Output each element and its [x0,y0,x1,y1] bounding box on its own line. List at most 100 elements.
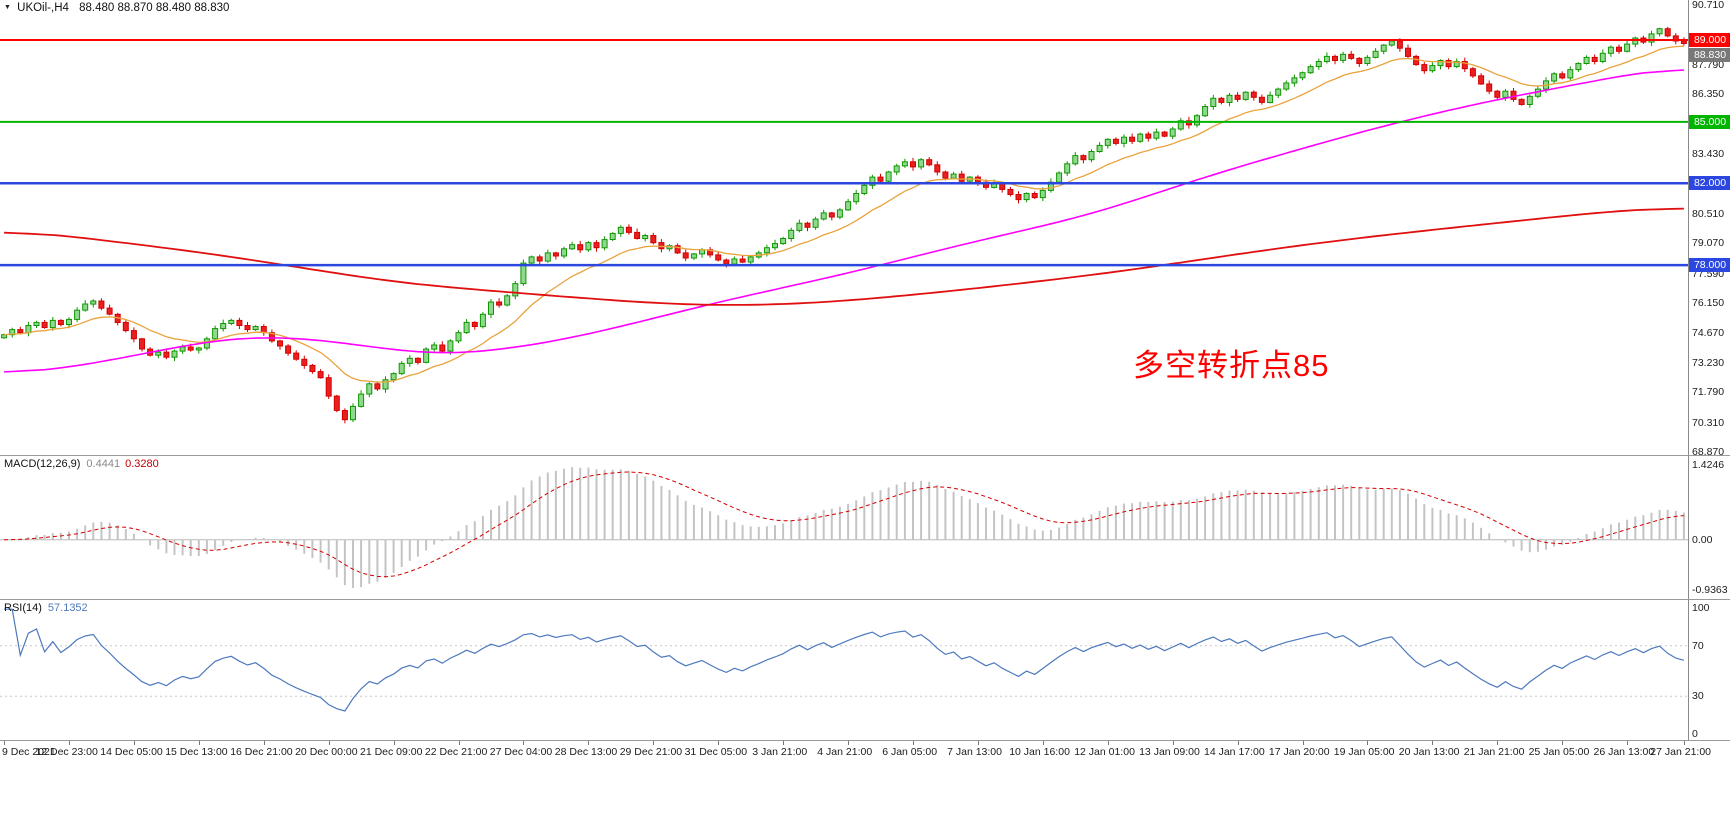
time-axis-tick [653,741,655,745]
macd-indicator-canvas[interactable] [0,456,1688,599]
price-line-tag: 82.000 [1689,176,1730,191]
rsi-axis-label: 30 [1692,690,1704,703]
time-axis-label: 10 Jan 16:00 [1009,746,1070,758]
time-axis-tick [1367,741,1369,745]
time-axis-label: 15 Dec 13:00 [165,746,228,758]
macd-axis-label: 0.00 [1692,533,1713,546]
price-axis[interactable]: 90.710 87.790 86.350 83.430 80.510 79.070 77.5… [1688,0,1730,741]
rsi-indicator-canvas[interactable] [0,600,1688,740]
time-axis-tick [133,741,135,745]
ohlc-values: 88.480 88.870 88.480 88.830 [79,2,230,14]
time-axis-label: 4 Jan 21:00 [817,746,873,758]
main-chart-panel: ▼ UKOil-,H4 88.480 88.870 88.480 88.830 … [0,0,1688,455]
time-axis-tick [523,741,525,745]
rsi-axis-label: 100 [1692,602,1710,614]
price-axis-label: 83.430 [1692,148,1725,160]
time-axis-tick [848,741,850,745]
macd-panel: MACD(12,26,9) 0.4441 0.3280 [0,456,1688,599]
time-axis-label: 19 Jan 05:00 [1333,746,1395,758]
time-axis-label: 27 Jan 21:00 [1650,746,1712,758]
time-axis-label: 25 Jan 05:00 [1528,746,1590,758]
time-axis-label: 20 Dec 00:00 [295,746,358,758]
time-axis-tick [1042,741,1044,745]
time-axis-label: 17 Jan 20:00 [1268,746,1330,758]
price-axis-label: 70.310 [1692,416,1725,429]
symbol-timeframe-label: UKOil-,H4 [17,2,69,14]
price-line-tag: 78.000 [1689,258,1730,273]
rsi-panel: RSI(14) 57.1352 [0,600,1688,740]
time-axis-label: 27 Dec 04:00 [489,746,553,758]
price-line-tag: 89.000 [1689,32,1730,47]
rsi-axis-label: 0 [1692,728,1698,740]
time-axis-label: 29 Dec 21:00 [619,746,683,758]
time-axis-tick [588,741,590,745]
symbol-marker-icon: ▼ [4,4,11,11]
time-axis-tick [913,741,914,745]
time-axis-label: 16 Dec 21:00 [230,746,293,758]
candlestick-chart-canvas[interactable] [0,0,1688,455]
time-axis-label: 7 Jan 13:00 [947,746,1002,758]
time-axis-tick [1627,741,1629,745]
macd-signal-value: 0.3280 [125,458,159,470]
time-axis-tick [69,741,70,745]
time-axis-label: 9 Dec 2021 [2,746,56,758]
time-axis-tick [1302,741,1304,745]
time-axis-tick [718,741,720,745]
time-axis-label: 31 Dec 05:00 [684,746,748,758]
price-line-tag: 85.000 [1689,114,1730,129]
time-axis-tick [1237,741,1239,745]
time-axis-label: 3 Jan 21:00 [752,746,808,758]
price-axis-label: 86.350 [1692,88,1725,101]
price-axis-label: 76.150 [1692,297,1725,309]
time-axis-label: 6 Jan 05:00 [882,746,938,758]
price-axis-label: 73.230 [1692,356,1725,369]
time-axis-label: 21 Dec 09:00 [360,746,423,758]
panel-separator[interactable] [0,455,1730,456]
panel-separator[interactable] [0,599,1730,600]
panel-separator[interactable] [0,740,1730,741]
price-axis-label: 90.710 [1692,0,1725,11]
price-axis-label: 74.670 [1692,327,1725,340]
macd-label: MACD(12,26,9) 0.4441 0.3280 [4,458,159,470]
rsi-label: RSI(14) 57.1352 [4,602,88,614]
time-axis-tick [198,741,200,745]
price-axis-label: 79.070 [1692,237,1725,250]
time-axis-tick [263,741,265,745]
time-axis-tick [1432,741,1434,745]
time-axis-tick [4,741,6,745]
chart-title: ▼ UKOil-,H4 88.480 88.870 88.480 88.830 [4,2,229,14]
time-axis-tick [1107,741,1109,745]
time-axis-label: 14 Jan 17:00 [1204,746,1265,758]
time-axis-label: 14 Dec 05:00 [100,746,163,758]
time-axis-label: 21 Jan 21:00 [1463,746,1525,758]
time-axis-label: 20 Jan 13:00 [1398,746,1460,758]
time-axis-tick [458,741,460,745]
macd-name: MACD(12,26,9) [4,458,81,470]
time-axis-tick [1497,741,1499,745]
time-axis-tick [328,741,330,745]
rsi-name: RSI(14) [4,602,42,614]
time-axis-label: 28 Dec 13:00 [554,746,618,758]
time-axis-label: 12 Jan 01:00 [1074,746,1135,758]
macd-main-value: 0.4441 [86,458,121,470]
time-axis-tick [1683,741,1685,745]
time-axis-tick [977,741,979,745]
time-axis-label: 12 Dec 23:00 [35,746,98,758]
macd-axis-label: 1.4246 [1692,459,1725,471]
time-axis-label: 26 Jan 13:00 [1593,746,1655,758]
price-axis-label: 68.870 [1692,446,1725,458]
time-axis-tick [783,741,785,745]
macd-axis-label: -0.9363 [1692,584,1728,596]
time-axis[interactable]: 9 Dec 2021 12 Dec 23:00 14 Dec 05:00 15 Dec… [0,741,1730,765]
price-axis-label: 71.790 [1692,386,1725,399]
time-axis-tick [1562,741,1564,745]
annotation-text: 多空转折点85 [1133,348,1330,383]
time-axis-label: 13 Jan 09:00 [1139,746,1200,758]
rsi-axis-label: 70 [1692,639,1704,652]
time-axis-tick [1172,741,1174,745]
price-axis-label: 80.510 [1692,207,1725,220]
time-axis-label: 22 Dec 21:00 [424,746,488,758]
time-axis-tick [393,741,395,745]
rsi-value: 57.1352 [47,602,88,614]
